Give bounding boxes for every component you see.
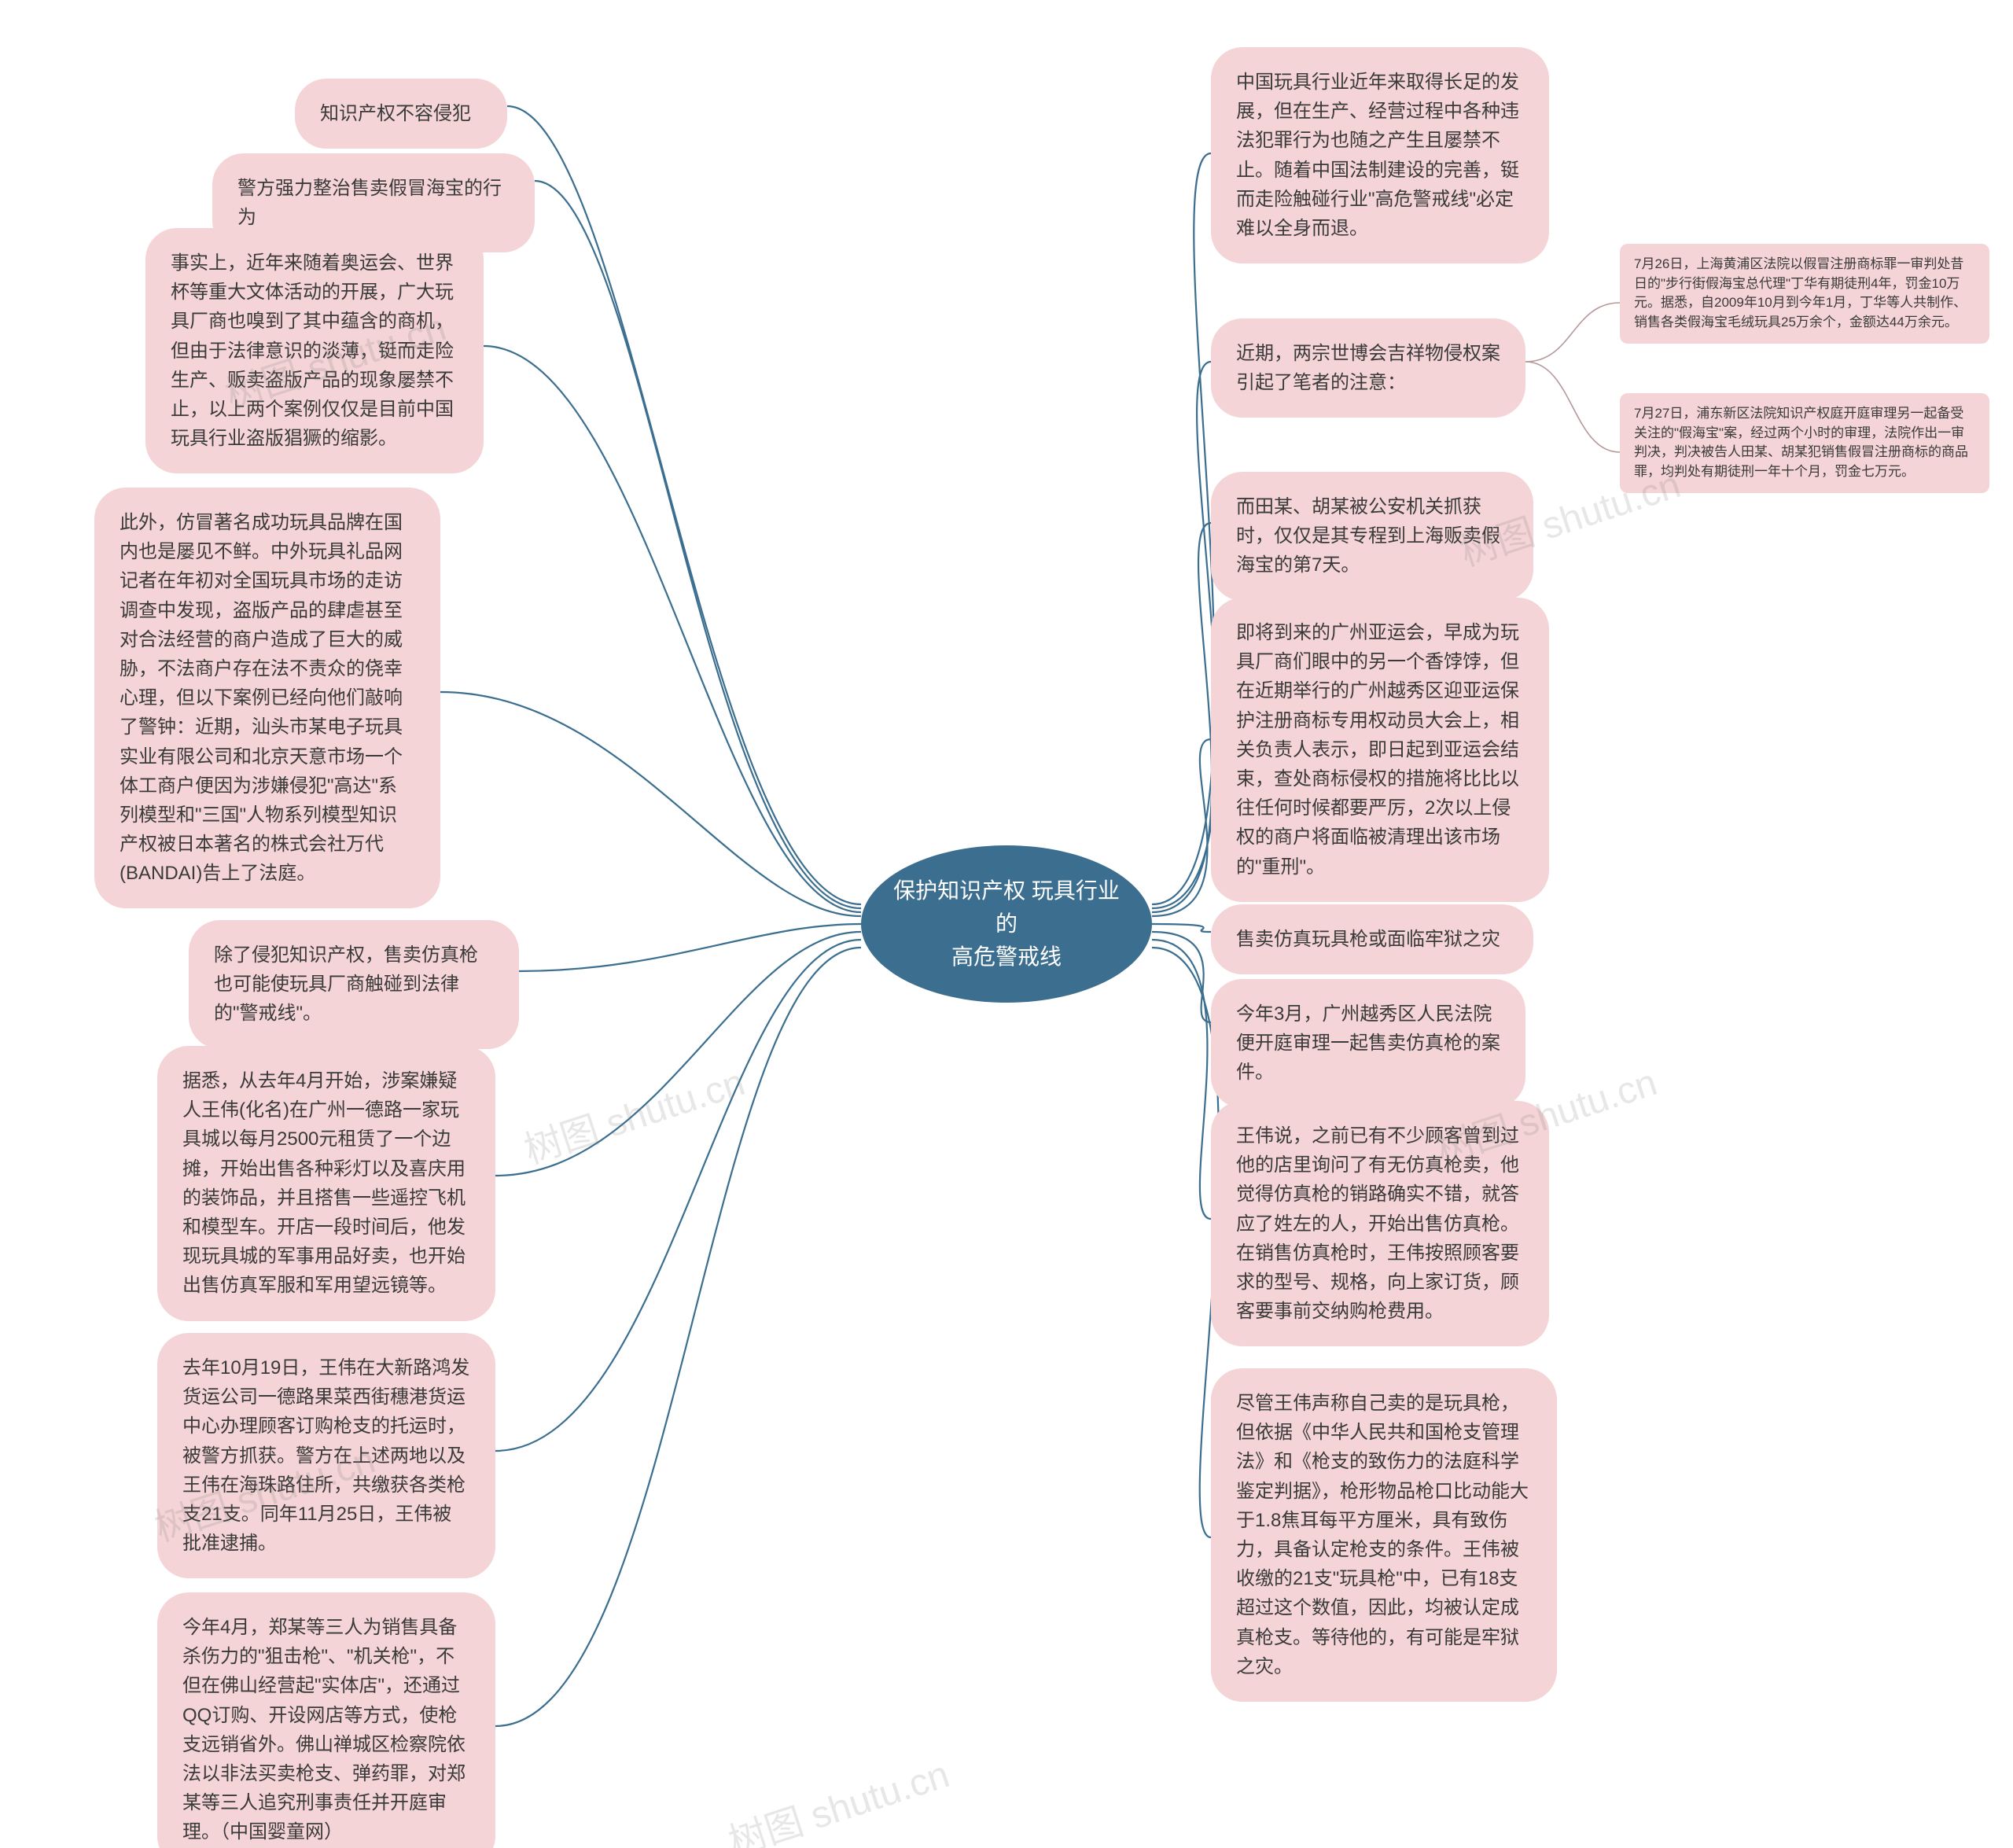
node-R6[interactable]: 今年3月，广州越秀区人民法院便开庭审理一起售卖仿真枪的案件。 <box>1211 979 1525 1108</box>
node-L8[interactable]: 今年4月，郑某等三人为销售具备杀伤力的"狙击枪"、"机关枪"，不但在佛山经营起"… <box>157 1592 495 1848</box>
node-text: 中国玩具行业近年来取得长足的发展，但在生产、经营过程中各种违法犯罪行为也随之产生… <box>1236 72 1519 239</box>
node-text: 去年10月19日，王伟在大新路鸿发货运公司一德路果菜西街穗港货运中心办理顾客订购… <box>182 1357 469 1554</box>
watermark: 树图 shutu.cn <box>720 1743 955 1848</box>
node-R4[interactable]: 即将到来的广州亚运会，早成为玩具厂商们眼中的另一个香饽饽，但在近期举行的广州越秀… <box>1211 598 1549 902</box>
node-text: 近期，两宗世博会吉祥物侵权案引起了笔者的注意： <box>1236 343 1500 393</box>
node-text: 7月27日，浦东新区法院知识产权庭开庭审理另一起备受关注的"假海宝"案，经过两个… <box>1634 406 1968 479</box>
node-R1[interactable]: 中国玩具行业近年来取得长足的发展，但在生产、经营过程中各种违法犯罪行为也随之产生… <box>1211 47 1549 263</box>
node-text: 事实上，近年来随着奥运会、世界杯等重大文体活动的开展，广大玩具厂商也嗅到了其中蕴… <box>171 252 454 449</box>
watermark: 树图 shutu.cn <box>516 1051 750 1174</box>
node-R2b[interactable]: 7月27日，浦东新区法院知识产权庭开庭审理另一起备受关注的"假海宝"案，经过两个… <box>1620 393 1989 493</box>
node-text: 知识产权不容侵犯 <box>320 103 471 124</box>
node-L5[interactable]: 除了侵犯知识产权，售卖仿真枪也可能使玩具厂商触碰到法律的"警戒线"。 <box>189 920 519 1049</box>
node-text: 除了侵犯知识产权，售卖仿真枪也可能使玩具厂商触碰到法律的"警戒线"。 <box>214 944 478 1024</box>
node-text: 尽管王伟声称自己卖的是玩具枪，但依据《中华人民共和国枪支管理法》和《枪支的致伤力… <box>1236 1393 1529 1677</box>
center-node[interactable]: 保护知识产权 玩具行业的高危警戒线 <box>861 845 1152 1003</box>
node-text: 此外，仿冒著名成功玩具品牌在国内也是屡见不鲜。中外玩具礼品网记者在年初对全国玩具… <box>120 512 403 884</box>
node-text: 警方强力整治售卖假冒海宝的行为 <box>237 178 502 228</box>
node-R2a[interactable]: 7月26日，上海黄浦区法院以假冒注册商标罪一审判处昔日的"步行街假海宝总代理"丁… <box>1620 244 1989 344</box>
node-L7[interactable]: 去年10月19日，王伟在大新路鸿发货运公司一德路果菜西街穗港货运中心办理顾客订购… <box>157 1333 495 1578</box>
node-text: 即将到来的广州亚运会，早成为玩具厂商们眼中的另一个香饽饽，但在近期举行的广州越秀… <box>1236 622 1519 878</box>
node-R3[interactable]: 而田某、胡某被公安机关抓获时，仅仅是其专程到上海贩卖假海宝的第7天。 <box>1211 472 1533 601</box>
node-text: 今年4月，郑某等三人为销售具备杀伤力的"狙击枪"、"机关枪"，不但在佛山经营起"… <box>182 1617 466 1842</box>
node-L6[interactable]: 据悉，从去年4月开始，涉案嫌疑人王伟(化名)在广州一德路一家玩具城以每月2500… <box>157 1046 495 1321</box>
node-text: 售卖仿真玩具枪或面临牢狱之灾 <box>1236 929 1500 950</box>
center-title: 保护知识产权 玩具行业的高危警戒线 <box>892 874 1121 974</box>
node-R5[interactable]: 售卖仿真玩具枪或面临牢狱之灾 <box>1211 904 1533 974</box>
node-R2[interactable]: 近期，两宗世博会吉祥物侵权案引起了笔者的注意： <box>1211 318 1525 418</box>
node-text: 据悉，从去年4月开始，涉案嫌疑人王伟(化名)在广州一德路一家玩具城以每月2500… <box>182 1070 466 1296</box>
node-text: 而田某、胡某被公安机关抓获时，仅仅是其专程到上海贩卖假海宝的第7天。 <box>1236 496 1500 576</box>
node-R8[interactable]: 尽管王伟声称自己卖的是玩具枪，但依据《中华人民共和国枪支管理法》和《枪支的致伤力… <box>1211 1368 1557 1702</box>
node-R7[interactable]: 王伟说，之前已有不少顾客曾到过他的店里询问了有无仿真枪卖，他觉得仿真枪的销路确实… <box>1211 1101 1549 1346</box>
node-text: 今年3月，广州越秀区人民法院便开庭审理一起售卖仿真枪的案件。 <box>1236 1003 1500 1083</box>
node-text: 王伟说，之前已有不少顾客曾到过他的店里询问了有无仿真枪卖，他觉得仿真枪的销路确实… <box>1236 1125 1519 1322</box>
node-L1[interactable]: 知识产权不容侵犯 <box>295 79 507 149</box>
node-L3[interactable]: 事实上，近年来随着奥运会、世界杯等重大文体活动的开展，广大玩具厂商也嗅到了其中蕴… <box>145 228 484 473</box>
node-L4[interactable]: 此外，仿冒著名成功玩具品牌在国内也是屡见不鲜。中外玩具礼品网记者在年初对全国玩具… <box>94 488 440 908</box>
node-text: 7月26日，上海黄浦区法院以假冒注册商标罪一审判处昔日的"步行街假海宝总代理"丁… <box>1634 256 1967 329</box>
